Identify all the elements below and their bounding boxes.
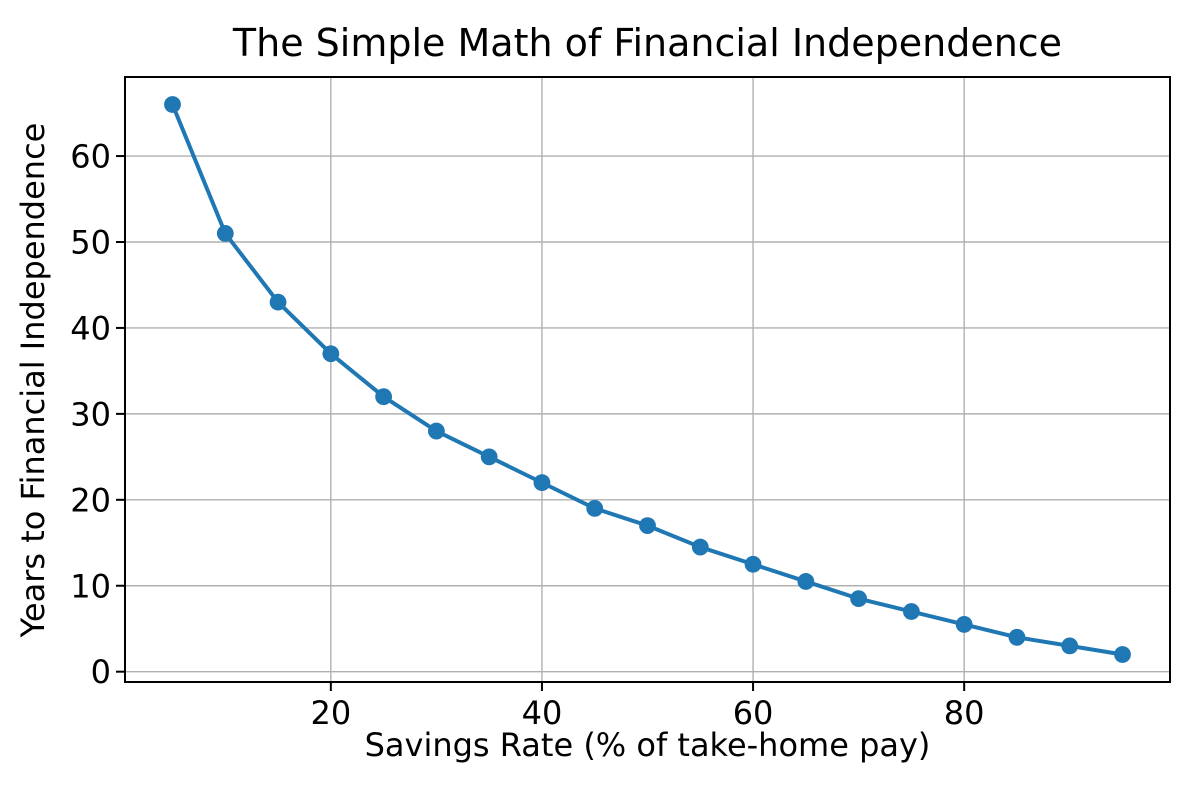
y-tick-label: 10 [70, 567, 111, 605]
x-axis-label: Savings Rate (% of take-home pay) [364, 726, 931, 764]
data-line [170, 102, 1125, 657]
x-tick-label: 80 [944, 694, 985, 732]
chart-title: The Simple Math of Financial Independenc… [232, 21, 1063, 65]
data-point-marker [1061, 637, 1079, 655]
data-point-marker [797, 573, 815, 590]
y-tick-label: 60 [70, 138, 111, 176]
data-point-marker [322, 345, 340, 363]
data-point-marker [902, 603, 920, 620]
data-point-marker [533, 474, 551, 492]
y-axis-label: Years to Financial Independence [14, 122, 52, 638]
x-tick-label: 60 [733, 694, 774, 732]
data-point-marker [1114, 646, 1131, 663]
data-point-marker [375, 388, 393, 406]
data-point-marker [216, 225, 234, 242]
y-tick-label: 30 [70, 395, 111, 433]
data-point-marker [639, 517, 656, 534]
data-point-marker [691, 538, 709, 556]
plot-border [124, 76, 1171, 683]
data-point-marker [586, 500, 604, 517]
y-tick-label: 0 [91, 653, 111, 691]
data-point-marker [480, 448, 498, 466]
x-tick-label: 40 [522, 694, 563, 732]
data-point-marker [1008, 628, 1026, 646]
x-tick-label: 20 [310, 694, 351, 732]
y-tick-label: 50 [70, 224, 111, 262]
data-point-marker [164, 96, 181, 113]
y-tick-label: 40 [70, 309, 111, 347]
data-point-marker [955, 616, 973, 633]
y-tick-label: 20 [70, 481, 111, 519]
data-point-marker [744, 555, 762, 573]
data-point-marker [269, 293, 287, 311]
data-point-marker [850, 590, 868, 608]
data-point-marker [427, 422, 445, 440]
